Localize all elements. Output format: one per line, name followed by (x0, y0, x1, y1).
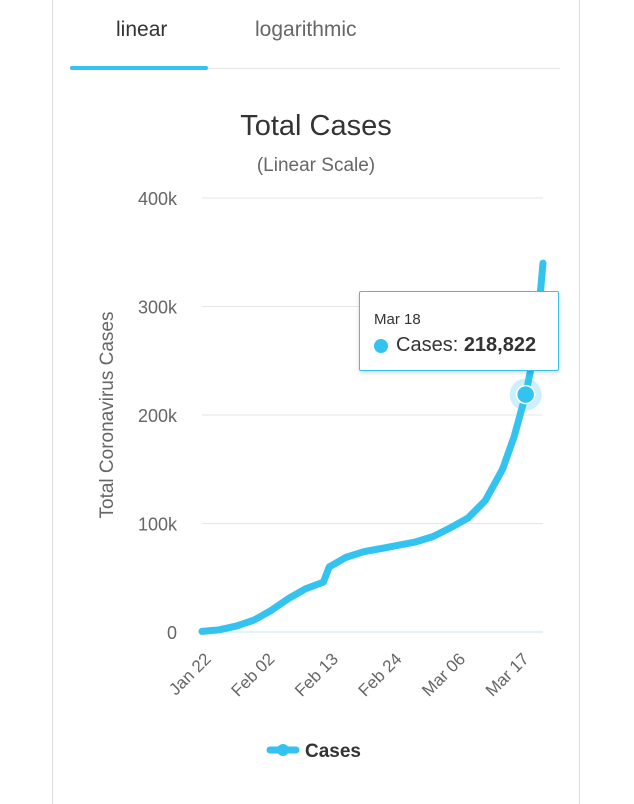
x-tick-label: Feb 13 (291, 649, 342, 700)
series-cases (198, 259, 547, 635)
tab-linear[interactable]: linear (116, 18, 168, 41)
y-tick-labels: 0 100k 200k 300k 400k (138, 189, 178, 643)
chart-title: Total Cases (240, 110, 392, 142)
tooltip-series-label: Cases: (396, 334, 464, 356)
tooltip-value: 218,822 (463, 334, 537, 356)
x-tick-labels: Jan 22 Feb 02 Feb 13 Feb 24 Mar 06 Mar 17 (165, 649, 532, 700)
grid-lines (202, 197, 543, 633)
x-tick-label: Feb 02 (228, 649, 279, 700)
tab-logarithmic[interactable]: logarithmic (255, 18, 357, 41)
tooltip-value-line: Cases: 218,822 (396, 334, 536, 357)
tooltip-series-dot (374, 339, 388, 353)
y-tick-label: 100k (138, 515, 178, 535)
y-tick-label: 300k (138, 298, 178, 318)
tooltip-date: Mar 18 (374, 311, 421, 328)
y-tick-label: 400k (138, 189, 178, 209)
x-tick-label: Jan 22 (165, 649, 215, 699)
x-tick-label: Mar 06 (418, 649, 469, 700)
active-tab-indicator (70, 66, 208, 70)
legend-label: Cases (305, 741, 361, 762)
chart-subtitle: (Linear Scale) (257, 155, 375, 176)
highlight-point (515, 384, 536, 405)
legend-dot (277, 744, 289, 756)
legend[interactable]: Cases (266, 741, 361, 762)
series-line (198, 259, 547, 635)
x-tick-label: Mar 17 (482, 649, 533, 700)
scale-tabs: linear logarithmic (70, 0, 560, 70)
y-tick-label: 0 (167, 623, 177, 643)
data-tooltip: Mar 18 Cases: 218,822 (359, 291, 559, 371)
y-tick-label: 200k (138, 406, 178, 426)
chart-card (52, 0, 580, 804)
y-axis-label: Total Coronavirus Cases (97, 312, 118, 519)
x-tick-label: Feb 24 (355, 649, 406, 700)
